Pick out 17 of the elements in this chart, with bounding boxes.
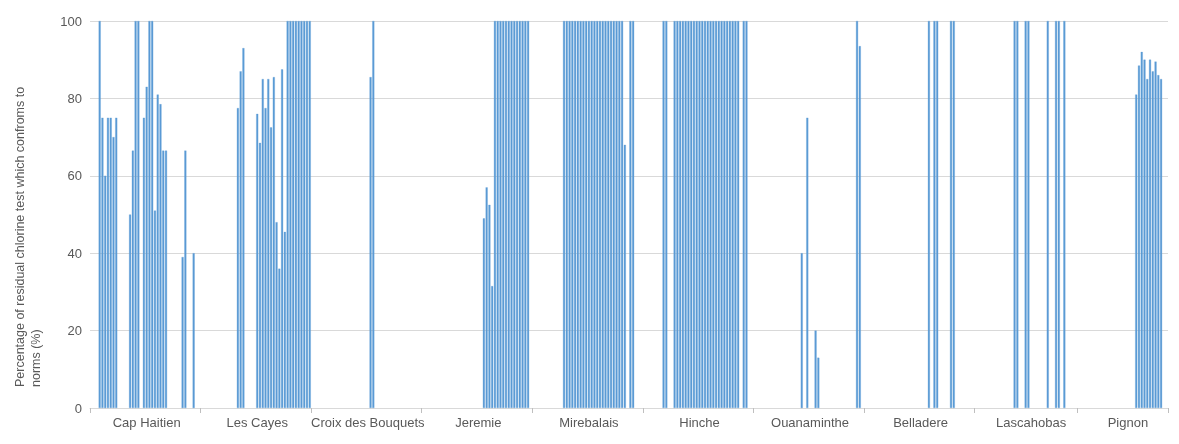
y-tick-label: 80 [67,90,82,106]
x-tick-label: Belladere [893,415,949,430]
y-tick-label: 60 [67,168,82,184]
y-axis-title: Percentage of residual chlorine test which confroms to norms (%) [13,83,43,387]
x-tick-label: Lascahobas [996,415,1067,430]
x-tick-label: Croix des Bouquets [311,415,426,430]
x-tick-label: Les Cayes [226,415,289,430]
x-tick-label: Pignon [1107,415,1149,430]
x-tick-label: Cap Haitien [112,415,181,430]
x-tick-label: Ouanaminthe [771,415,850,430]
y-tick-label: 20 [67,323,82,339]
x-tick-label: Jeremie [455,415,502,430]
x-tick-label: Mirebalais [559,415,620,430]
y-tick-label: 100 [60,13,82,29]
y-tick-label: 0 [74,400,82,416]
x-tick-label: Hinche [679,415,720,430]
y-tick-label: 40 [67,245,82,261]
